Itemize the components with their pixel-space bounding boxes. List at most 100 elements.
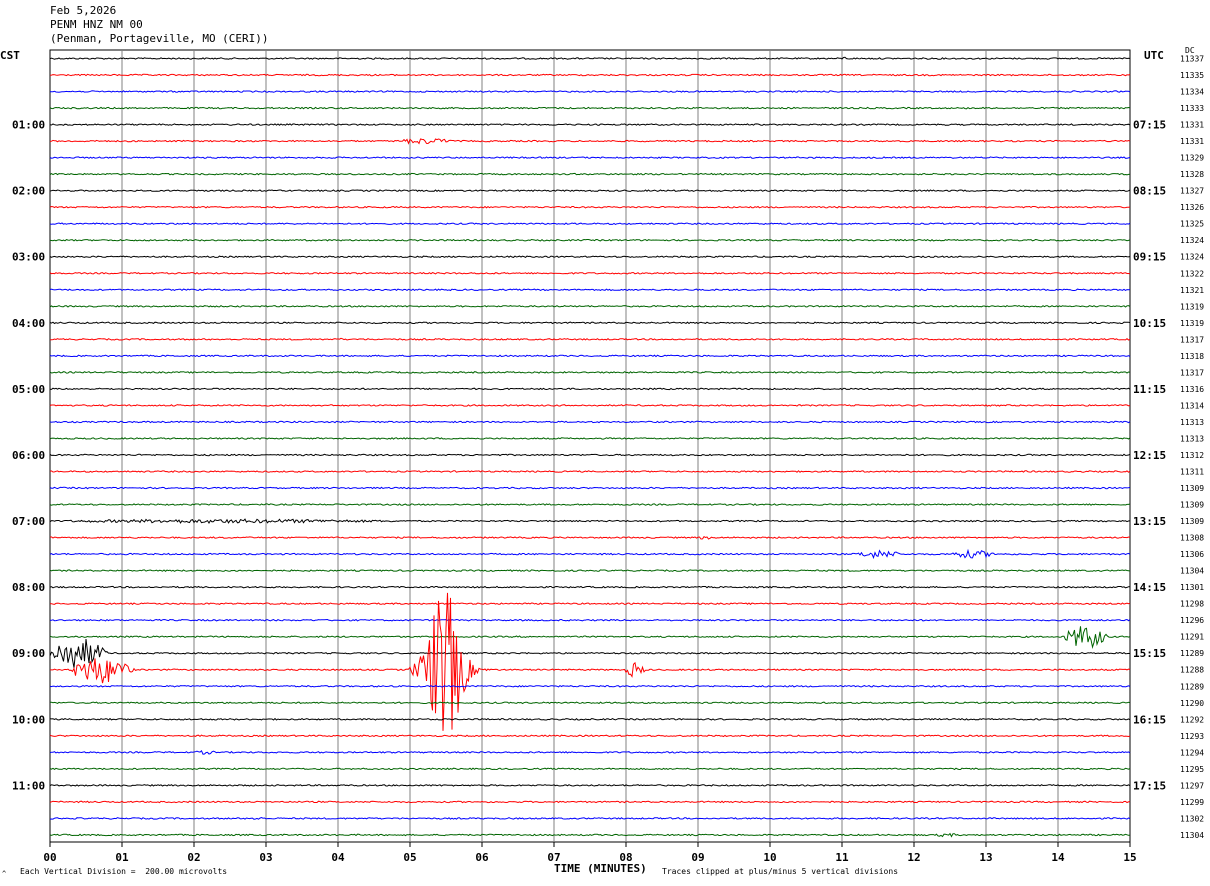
dc-offset-label: 11301 [1180, 583, 1204, 592]
trace-line [49, 486, 1131, 490]
cst-hour-label: 08:00 [12, 581, 45, 594]
vertical-division-note: Each Vertical Division = 200.00 microvol… [20, 867, 228, 876]
dc-offset-label: 11324 [1180, 236, 1204, 245]
trace-line [49, 337, 1131, 341]
dc-offset-label: 11312 [1180, 451, 1204, 460]
dc-offset-label: 11322 [1180, 269, 1204, 278]
dc-offset-label: 11288 [1180, 666, 1204, 675]
x-tick-label: 01 [115, 851, 129, 864]
utc-hour-label: 13:15 [1133, 515, 1166, 528]
dc-offset-label: 11295 [1180, 765, 1204, 774]
trace-line [49, 172, 1131, 176]
utc-hour-label: 16:15 [1133, 713, 1166, 726]
utc-hour-label: 14:15 [1133, 581, 1166, 594]
dc-offset-label: 11317 [1180, 368, 1204, 377]
trace-line [49, 536, 1131, 540]
dc-offset-label: 11304 [1180, 831, 1204, 840]
utc-hour-label: 09:15 [1133, 251, 1166, 264]
dc-offset-label: 11308 [1180, 534, 1204, 543]
cst-hour-label: 05:00 [12, 383, 45, 396]
dc-offset-label: 11313 [1180, 418, 1204, 427]
trace-line [49, 90, 1131, 93]
trace-line [49, 138, 1131, 145]
dc-offset-label: 11317 [1180, 335, 1204, 344]
x-tick-label: 04 [331, 851, 345, 864]
x-axis-ticks: 00 01 02 03 04 05 06 07 08 09 10 11 12 13 14 15 [43, 842, 1137, 864]
dc-offset-label: 11321 [1180, 286, 1204, 295]
dc-offset-label: 11324 [1180, 253, 1204, 262]
dc-offset-label: 11325 [1180, 220, 1204, 229]
trace-line [49, 832, 1131, 838]
dc-offset-label: 11309 [1180, 501, 1204, 510]
x-tick-label: 00 [43, 851, 56, 864]
trace-line [49, 420, 1131, 424]
cst-hour-label: 01:00 [12, 119, 45, 132]
cst-hour-label: 03:00 [12, 251, 45, 264]
dc-offset-label: 11331 [1180, 121, 1204, 130]
clipping-note: Traces clipped at plus/minus 5 vertical … [662, 867, 899, 876]
x-tick-label: 12 [907, 851, 920, 864]
utc-hour-label: 11:15 [1133, 383, 1166, 396]
dc-offset-label: 11328 [1180, 170, 1204, 179]
dc-offset-label: 11309 [1180, 517, 1204, 526]
trace-line [49, 503, 1131, 506]
location-label: (Penman, Portageville, MO (CERI)) [50, 32, 269, 45]
dc-column-label: DC [1185, 46, 1195, 55]
utc-hour-label: 12:15 [1133, 449, 1166, 462]
trace-line [49, 222, 1131, 226]
trace-line [49, 387, 1131, 391]
minute-grid [49, 49, 1131, 843]
trace-line [49, 271, 1131, 275]
trace-line [49, 123, 1131, 126]
trace-line [49, 453, 1131, 457]
cst-hour-label: 02:00 [12, 185, 45, 198]
trace-line [49, 56, 1131, 60]
trace-line [49, 767, 1131, 771]
dc-offset-label: 11292 [1180, 715, 1204, 724]
cst-hour-label: 10:00 [12, 713, 45, 726]
trace-lines [49, 56, 1131, 838]
dc-offset-label: 11316 [1180, 385, 1204, 394]
dc-offset-label: 11297 [1180, 781, 1204, 790]
dc-offset-label: 11333 [1180, 104, 1204, 113]
x-tick-label: 11 [835, 851, 849, 864]
trace-line [49, 548, 1131, 560]
trace-line [49, 626, 1131, 649]
cst-hour-label: 09:00 [12, 647, 45, 660]
trace-line [49, 106, 1131, 110]
trace-line [49, 156, 1131, 159]
dc-offset-label: 11327 [1180, 187, 1204, 196]
trace-line [49, 569, 1131, 572]
x-tick-label: 05 [403, 851, 416, 864]
dc-offset-label: 11334 [1180, 88, 1204, 97]
x-tick-label: 08 [619, 851, 632, 864]
dc-offset-label: 11290 [1180, 699, 1204, 708]
trace-line [50, 701, 1131, 705]
trace-line [49, 205, 1131, 209]
station-label: PENM HNZ NM 00 [50, 18, 143, 31]
utc-timezone-label: UTC [1144, 49, 1164, 62]
dc-offset-label: 11304 [1180, 567, 1204, 576]
dc-offset-label: 11311 [1180, 468, 1204, 477]
dc-offset-label: 11319 [1180, 319, 1204, 328]
dc-offset-label: 11306 [1180, 550, 1204, 559]
x-tick-label: 10 [763, 851, 776, 864]
trace-line [49, 518, 1131, 524]
trace-line [49, 734, 1131, 738]
trace-line [49, 189, 1131, 192]
x-tick-label: 14 [1051, 851, 1065, 864]
trace-line [49, 288, 1131, 292]
trace-line [49, 238, 1131, 242]
plot-frame [49, 49, 1131, 843]
trace-line [49, 784, 1131, 787]
trace-line [49, 816, 1131, 820]
trace-line [49, 255, 1131, 259]
dc-offset-label: 11337 [1180, 55, 1204, 64]
date-label: Feb 5,2026 [50, 4, 117, 17]
corner-mark: ^ [2, 870, 7, 878]
dc-offset-label: 11298 [1180, 600, 1204, 609]
utc-hour-label: 07:15 [1133, 119, 1166, 132]
x-tick-label: 09 [691, 851, 704, 864]
trace-line [50, 602, 1131, 606]
